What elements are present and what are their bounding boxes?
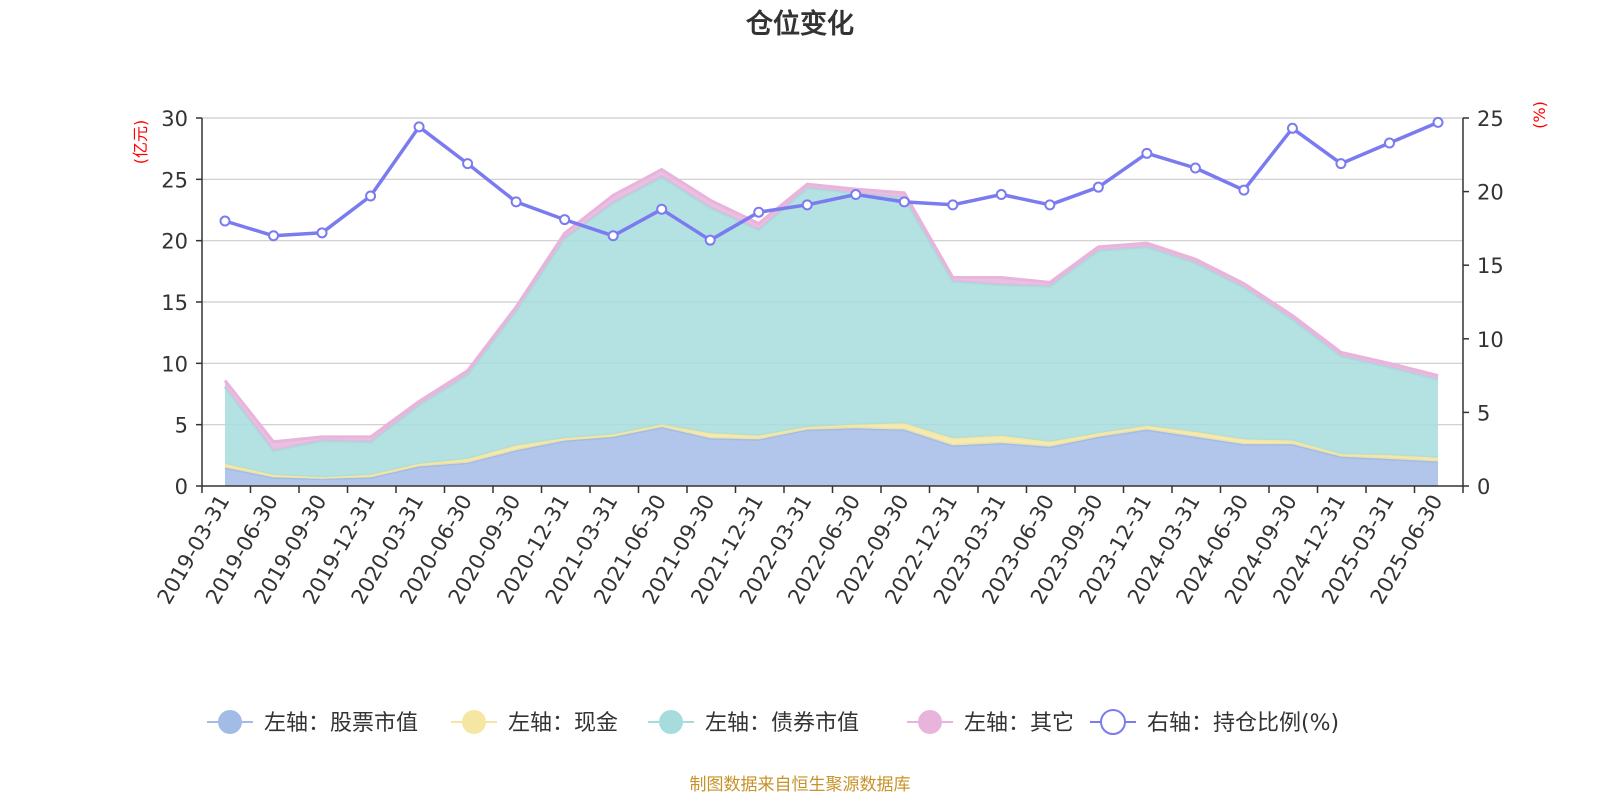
- ratio-point: [1286, 122, 1298, 134]
- ratio-point: [462, 158, 474, 170]
- area-series-0: [225, 427, 1438, 486]
- ratio-point: [316, 227, 328, 239]
- data-source-note: 制图数据来自恒生聚源数据库: [690, 775, 911, 795]
- ratio-point: [704, 234, 716, 246]
- ratio-point: [1044, 199, 1056, 211]
- ratio-point: [607, 230, 619, 242]
- legend-item-3: 左轴：其它: [907, 710, 1074, 736]
- ratio-point: [1432, 116, 1444, 128]
- legend-marker: [1100, 709, 1126, 735]
- legend-label: 左轴：其它: [964, 711, 1074, 736]
- ratio-point: [1335, 158, 1347, 170]
- legend-label: 左轴：现金: [508, 711, 618, 736]
- right-tick-label: 15: [1477, 254, 1504, 278]
- right-axis-unit: (%): [1530, 101, 1549, 129]
- ratio-point: [1092, 181, 1104, 193]
- legend-label: 左轴：股票市值: [264, 711, 418, 736]
- left-tick-label: 0: [175, 475, 188, 499]
- ratio-point: [1189, 162, 1201, 174]
- right-tick-label: 20: [1477, 181, 1504, 205]
- legend-item-1: 左轴：现金: [451, 710, 618, 736]
- ratio-point: [753, 206, 765, 218]
- legend-label: 右轴：持仓比例(%): [1147, 711, 1339, 736]
- legend-marker: [918, 710, 942, 734]
- legend-label: 左轴：债券市值: [705, 711, 859, 736]
- legend-marker: [659, 710, 683, 734]
- left-tick-label: 5: [175, 414, 188, 438]
- area-series-2: [225, 176, 1438, 478]
- ratio-point: [559, 214, 571, 226]
- ratio-point: [510, 196, 522, 208]
- area-series-edge-3: [223, 167, 1439, 444]
- ratio-point: [219, 215, 231, 227]
- left-tick-label: 30: [161, 107, 188, 131]
- right-tick-label: 5: [1477, 401, 1490, 425]
- ratio-point: [413, 121, 425, 133]
- legend: 左轴：股票市值 左轴：现金 左轴：债券市值 左轴：其它 右轴：持仓比例(%): [207, 709, 1339, 736]
- ratio-point: [1141, 147, 1153, 159]
- stacked-areas: [223, 167, 1439, 486]
- ratio-point: [947, 199, 959, 211]
- right-tick-label: 0: [1477, 475, 1490, 499]
- ratio-point: [365, 190, 377, 202]
- ratio-point: [1238, 184, 1250, 196]
- right-tick-label: 10: [1477, 328, 1504, 352]
- left-tick-label: 20: [161, 230, 188, 254]
- ratio-point: [995, 189, 1007, 201]
- ratio-point: [801, 199, 813, 211]
- left-tick-label: 25: [161, 168, 188, 192]
- legend-item-0: 左轴：股票市值: [207, 710, 418, 736]
- ratio-point: [1383, 137, 1395, 149]
- ratio-line-path: [224, 120, 1439, 242]
- legend-marker: [218, 710, 242, 734]
- ratio-point: [850, 189, 862, 201]
- ratio-point: [268, 230, 280, 242]
- holding-ratio-line: [219, 116, 1444, 246]
- chart-title: 仓位变化: [745, 8, 854, 40]
- right-tick-label: 25: [1477, 107, 1504, 131]
- left-tick-label: 10: [161, 352, 188, 376]
- legend-item-4: 右轴：持仓比例(%): [1090, 709, 1339, 736]
- ratio-point: [898, 196, 910, 208]
- legend-marker: [462, 710, 486, 734]
- ratio-point: [656, 203, 668, 215]
- left-tick-label: 15: [161, 291, 188, 315]
- left-axis-unit: (亿元): [131, 120, 150, 165]
- legend-item-2: 左轴：债券市值: [648, 710, 859, 736]
